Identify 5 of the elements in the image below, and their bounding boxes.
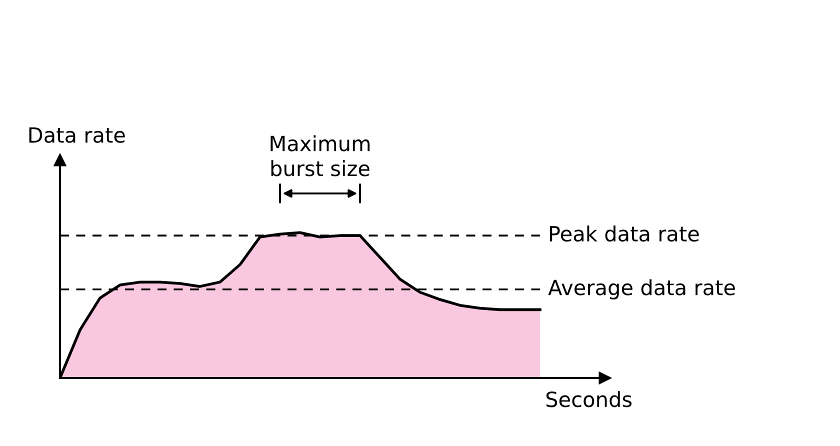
text: Maximum burst size [270, 135, 370, 176]
ref-line-label: Average data rate [548, 279, 735, 300]
y-axis-title: Data rate [29, 127, 125, 143]
x-axis-title: Seconds [546, 391, 632, 408]
ref-line-label: Peak data rate [550, 225, 699, 242]
